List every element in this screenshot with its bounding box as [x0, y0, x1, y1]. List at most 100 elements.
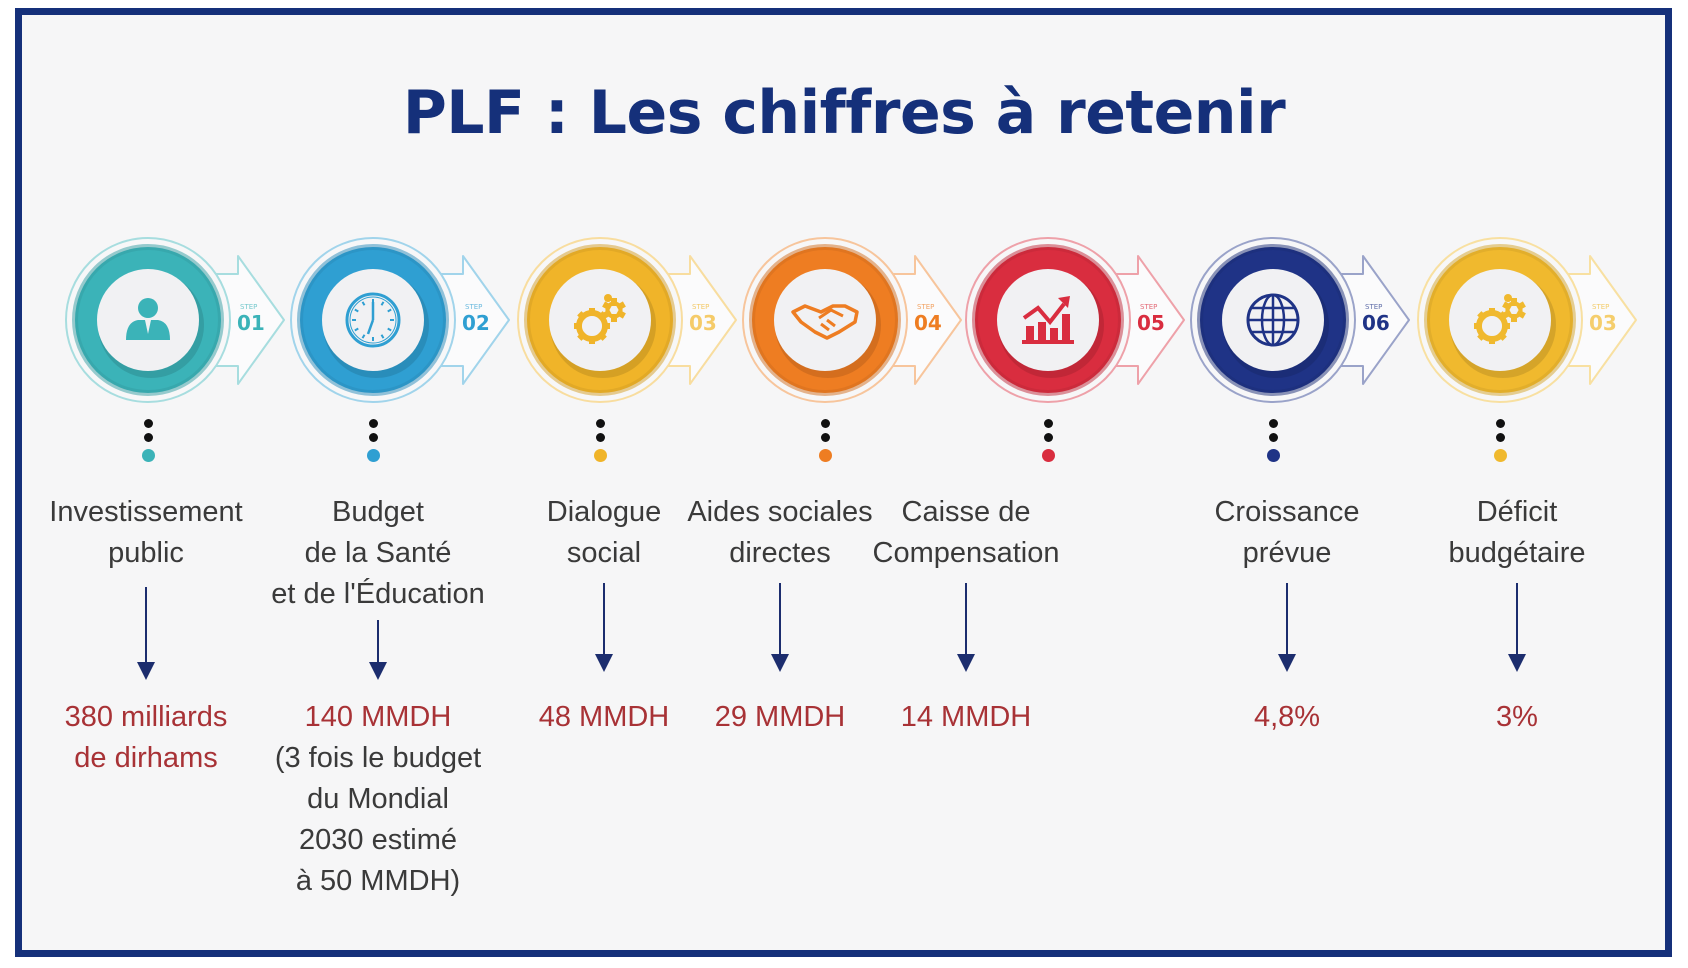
label-line: Caisse de	[901, 496, 1031, 528]
label-line: Croissance	[1214, 496, 1360, 528]
connector-dot	[1496, 419, 1505, 428]
value-line: 140 MMDH	[304, 701, 452, 733]
step-4-value: 29 MMDH	[650, 697, 910, 738]
connector-color-dot	[594, 449, 607, 462]
connector-dot	[1269, 433, 1278, 442]
businessman-icon	[126, 298, 170, 340]
connector-dot	[369, 419, 378, 428]
step-chevron-icon	[1333, 255, 1410, 385]
step-chevron-icon	[660, 255, 737, 385]
step-tag: STEP	[1140, 303, 1158, 311]
connector-dot	[144, 419, 153, 428]
label-line: et de l'Éducation	[271, 578, 485, 610]
note-line: du Mondial	[307, 783, 449, 815]
step-1-value: 380 milliards de dirhams	[16, 697, 276, 779]
step-6-value: 4,8%	[1157, 697, 1417, 738]
step-2-badge	[283, 230, 513, 403]
step-4-label: Aides sociales directes	[650, 492, 910, 574]
step-2-label: Budget de la Santé et de l'Éducation	[248, 492, 508, 615]
growth-chart-icon	[1022, 296, 1074, 344]
down-arrow-icon	[957, 583, 975, 672]
note-line: à 50 MMDH)	[295, 865, 461, 897]
value-line: 14 MMDH	[900, 701, 1032, 733]
step-7-label: Déficit budgétaire	[1387, 492, 1647, 574]
handshake-icon	[791, 304, 859, 340]
gears-icon	[574, 294, 626, 344]
down-arrow-icon	[595, 583, 613, 672]
note-line: (3 fois le budget	[274, 742, 482, 774]
down-arrow-icon	[1278, 583, 1296, 672]
down-arrow-icon	[771, 583, 789, 672]
step-tag: STEP	[465, 303, 483, 311]
step-2-value: 140 MMDH	[248, 697, 508, 738]
value-line: 48 MMDH	[538, 701, 670, 733]
step-tag: STEP	[1365, 303, 1383, 311]
label-line: Aides sociales	[687, 496, 873, 528]
step-3-label: Dialogue social	[474, 492, 734, 574]
connector-dot	[821, 419, 830, 428]
step-number: 03	[689, 311, 717, 335]
connector-dot	[1044, 419, 1053, 428]
value-line: 29 MMDH	[714, 701, 846, 733]
connector-dot	[369, 433, 378, 442]
connector-color-dot	[819, 449, 832, 462]
step-tag: STEP	[692, 303, 710, 311]
connector-color-dot	[1042, 449, 1055, 462]
value-line: 3%	[1496, 701, 1538, 733]
label-line: Investissement	[49, 496, 243, 528]
page-title: PLF : Les chiffres à retenir	[402, 78, 1286, 148]
label-line: Déficit	[1476, 496, 1558, 528]
value-line: 380 milliards	[64, 701, 228, 733]
step-4-badge	[735, 230, 965, 403]
step-chevron-icon	[1108, 255, 1185, 385]
label-line: de la Santé	[304, 537, 452, 569]
label-line: public	[108, 537, 184, 569]
step-3-badge	[510, 230, 740, 403]
down-arrow-icon	[369, 620, 387, 680]
clock-icon	[345, 292, 401, 348]
step-5-badge	[958, 230, 1188, 403]
step-chevron-icon	[433, 255, 510, 385]
connector-dot	[144, 433, 153, 442]
connector-color-dot	[142, 449, 155, 462]
step-number: 04	[914, 311, 942, 335]
gears-icon	[1474, 294, 1526, 344]
connector-color-dot	[1267, 449, 1280, 462]
connector-dot	[1269, 419, 1278, 428]
connector-dot	[1496, 433, 1505, 442]
down-arrow-icon	[137, 587, 155, 680]
step-2-note: (3 fois le budget du Mondial 2030 estimé à …	[248, 738, 508, 902]
connector-dot	[821, 433, 830, 442]
step-chevron-icon	[1560, 255, 1637, 385]
label-line: directes	[729, 537, 831, 569]
label-line: social	[566, 537, 642, 569]
step-3-value: 48 MMDH	[474, 697, 734, 738]
down-arrow-icon	[1508, 583, 1526, 672]
step-5-value: 14 MMDH	[836, 697, 1096, 738]
step-5-label: Caisse de Compensation	[836, 492, 1096, 574]
label-line: budgétaire	[1448, 537, 1586, 569]
label-line: Dialogue	[546, 496, 662, 528]
connector-dot	[1044, 433, 1053, 442]
connector-color-dot	[1494, 449, 1507, 462]
connector-dot	[596, 419, 605, 428]
label-line: Budget	[332, 496, 424, 528]
step-number: 06	[1362, 311, 1390, 335]
step-tag: STEP	[240, 303, 258, 311]
step-chevron-icon	[885, 255, 962, 385]
step-6-badge	[1183, 230, 1413, 403]
step-number: 05	[1137, 311, 1165, 335]
connector-color-dot	[367, 449, 380, 462]
value-line: 4,8%	[1253, 701, 1321, 733]
globe-icon	[1246, 293, 1300, 347]
note-line: 2030 estimé	[299, 824, 457, 856]
step-tag: STEP	[1592, 303, 1610, 311]
step-6-label: Croissance prévue	[1157, 492, 1417, 574]
infographic-frame	[15, 8, 1672, 957]
label-line: prévue	[1242, 537, 1332, 569]
label-line: Compensation	[872, 537, 1060, 569]
step-tag: STEP	[917, 303, 935, 311]
step-7-value: 3%	[1387, 697, 1647, 738]
step-number: 02	[462, 311, 490, 335]
step-chevron-icon	[208, 255, 285, 385]
